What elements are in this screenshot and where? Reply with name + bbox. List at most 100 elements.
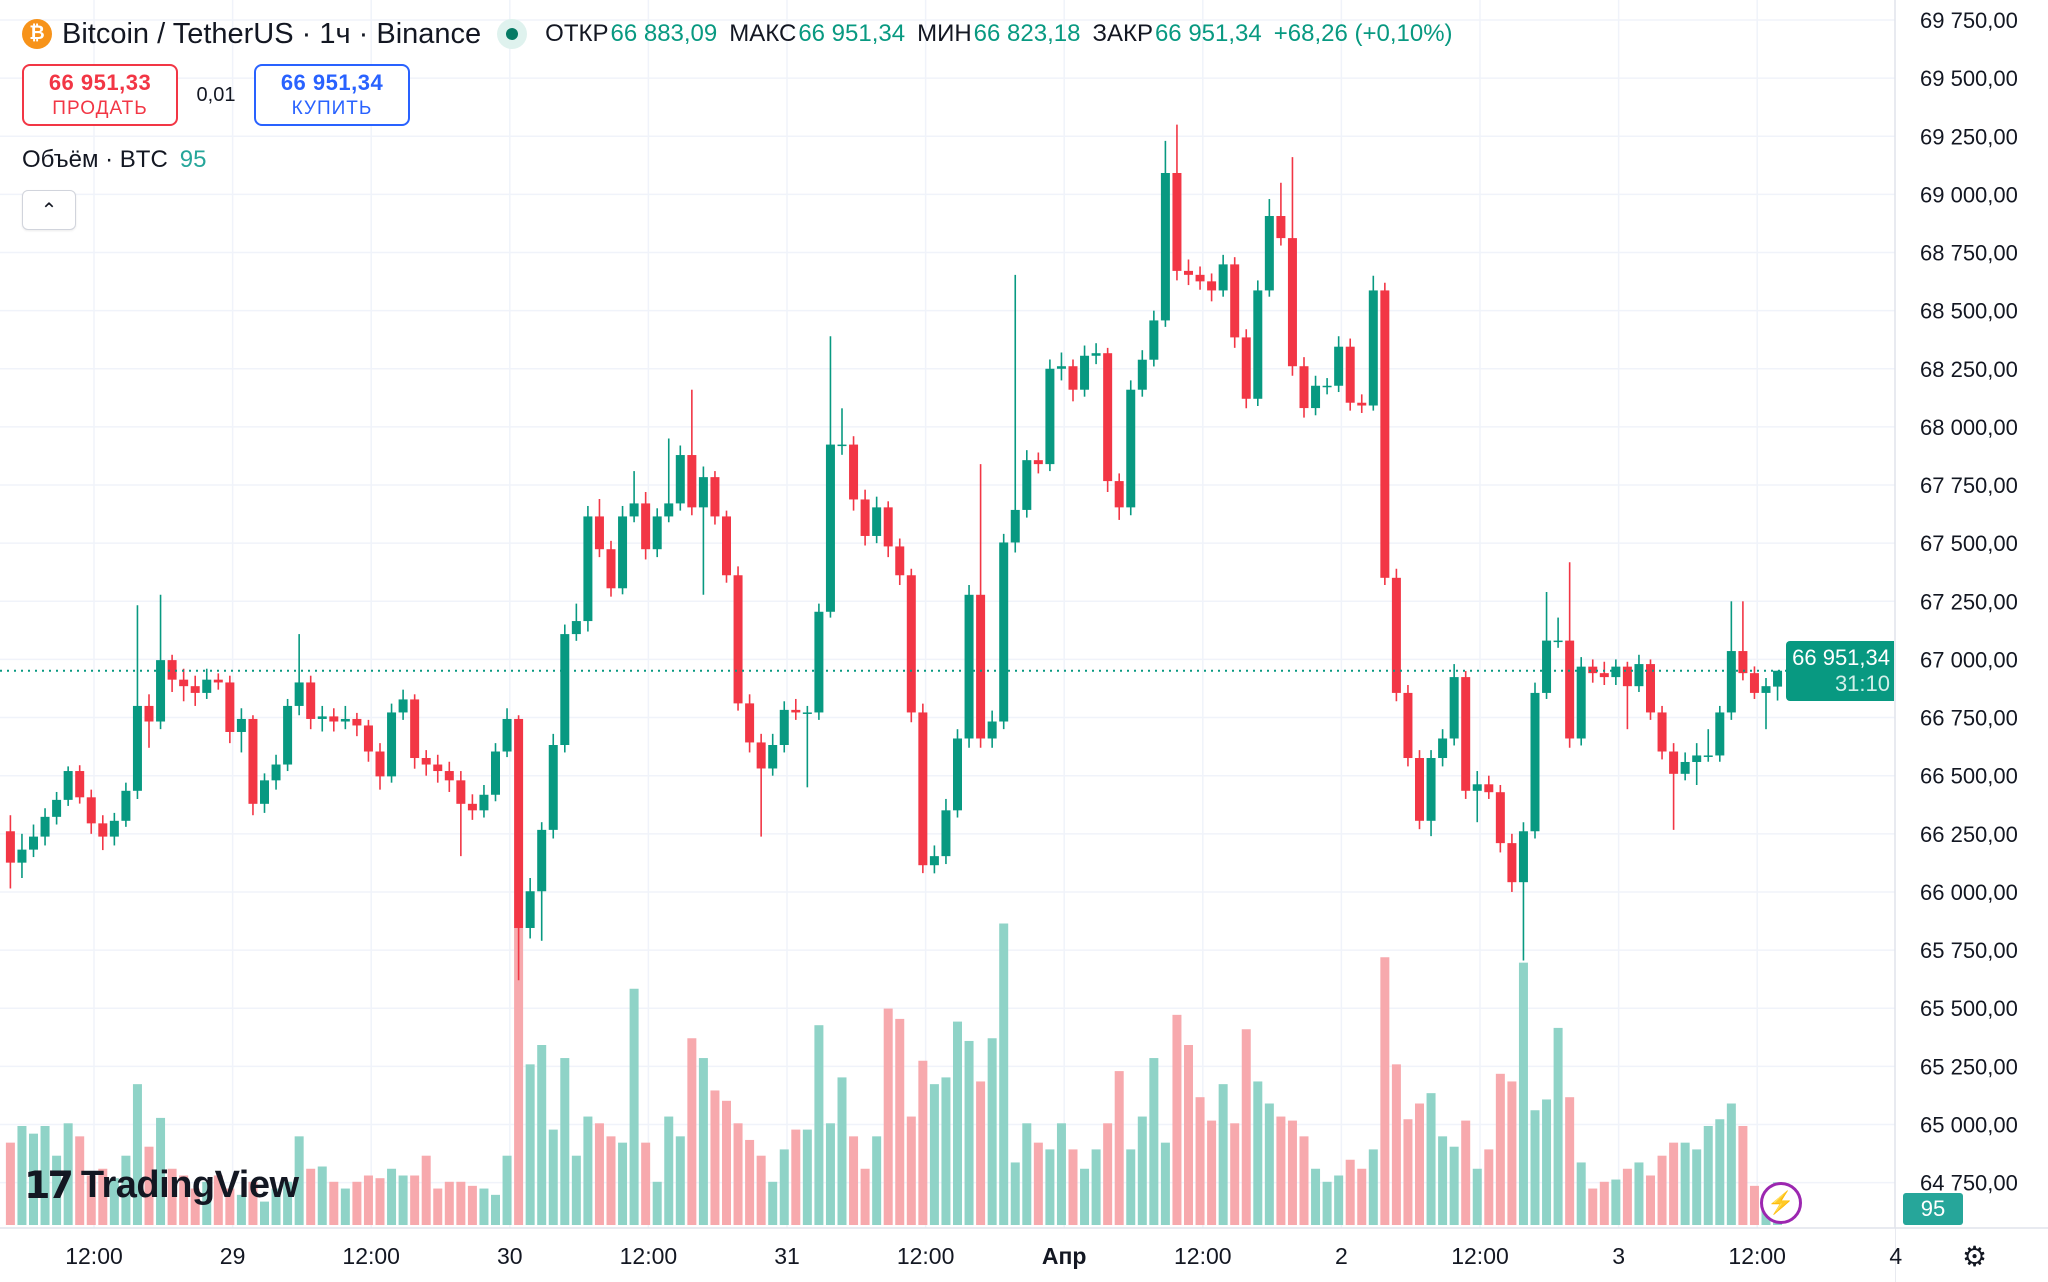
candle[interactable] <box>1518 822 1528 961</box>
candle[interactable] <box>976 464 986 748</box>
candle[interactable] <box>375 743 385 790</box>
candle[interactable] <box>560 624 570 753</box>
candle[interactable] <box>1703 729 1713 762</box>
candle[interactable] <box>722 510 731 583</box>
candle[interactable] <box>40 808 50 846</box>
candle[interactable] <box>675 445 685 511</box>
candle[interactable] <box>1726 601 1736 720</box>
candle[interactable] <box>929 845 939 874</box>
candle[interactable] <box>1114 473 1124 520</box>
candle[interactable] <box>167 654 177 692</box>
candle[interactable] <box>1646 659 1655 720</box>
candle[interactable] <box>825 336 835 618</box>
candle[interactable] <box>1149 310 1159 367</box>
candle[interactable] <box>1264 199 1274 297</box>
candle[interactable] <box>121 782 131 827</box>
candle[interactable] <box>1495 784 1505 853</box>
candle[interactable] <box>190 675 200 706</box>
candle[interactable] <box>1172 124 1182 281</box>
candle[interactable] <box>641 492 651 560</box>
candle[interactable] <box>1449 664 1459 746</box>
candle[interactable] <box>733 566 743 711</box>
candle[interactable] <box>1345 338 1355 411</box>
candle[interactable] <box>410 694 420 769</box>
candle[interactable] <box>17 833 27 878</box>
candle[interactable] <box>1680 752 1690 781</box>
candle[interactable] <box>29 824 38 858</box>
candle[interactable] <box>571 603 581 641</box>
candle[interactable] <box>1022 450 1032 518</box>
candle[interactable] <box>1218 254 1228 297</box>
candle[interactable] <box>664 438 674 523</box>
candle[interactable] <box>260 773 269 813</box>
candle[interactable] <box>75 765 85 804</box>
candle[interactable] <box>618 505 628 595</box>
candle[interactable] <box>202 668 212 699</box>
candle[interactable] <box>398 689 408 720</box>
candle[interactable] <box>352 712 362 737</box>
candle[interactable] <box>340 705 350 730</box>
candle[interactable] <box>953 729 962 818</box>
candle[interactable] <box>883 501 893 558</box>
candle[interactable] <box>1287 157 1297 376</box>
candle[interactable] <box>1472 771 1482 823</box>
candle[interactable] <box>964 585 974 748</box>
candle[interactable] <box>1380 282 1390 586</box>
candle[interactable] <box>1010 274 1020 553</box>
candle[interactable] <box>1080 345 1090 397</box>
candle[interactable] <box>306 675 316 730</box>
candle[interactable] <box>1276 182 1286 246</box>
lightning-icon[interactable]: ⚡ <box>1760 1182 1802 1224</box>
candle[interactable] <box>1588 659 1598 683</box>
candle[interactable] <box>514 715 524 981</box>
candle[interactable] <box>1761 678 1771 730</box>
tradingview-logo[interactable]: 𝟭𝟳 TradingView <box>24 1163 299 1208</box>
candle[interactable] <box>1068 359 1078 402</box>
candle[interactable] <box>629 471 639 523</box>
candle[interactable] <box>1634 654 1644 692</box>
candle[interactable] <box>1045 359 1055 472</box>
candle[interactable] <box>548 733 558 839</box>
candle[interactable] <box>849 436 859 511</box>
candle[interactable] <box>144 694 154 748</box>
candle[interactable] <box>687 389 697 516</box>
candle[interactable] <box>86 789 96 834</box>
symbol-title[interactable]: Bitcoin / TetherUS · 1ч · Binance <box>62 17 482 50</box>
candle[interactable] <box>248 715 258 816</box>
candle[interactable] <box>1622 661 1632 730</box>
candle[interactable] <box>1426 750 1436 837</box>
candle[interactable] <box>52 791 62 825</box>
candle[interactable] <box>1461 671 1471 799</box>
candle[interactable] <box>1357 394 1367 413</box>
candle[interactable] <box>329 708 339 732</box>
price-axis[interactable] <box>1895 0 2048 1228</box>
candle[interactable] <box>999 533 1009 730</box>
candle[interactable] <box>1311 375 1321 416</box>
candle[interactable] <box>583 505 593 632</box>
candle[interactable] <box>895 538 905 586</box>
candle[interactable] <box>236 708 246 753</box>
candle[interactable] <box>1184 259 1193 286</box>
candle[interactable] <box>1391 568 1401 702</box>
candle[interactable] <box>502 708 512 758</box>
candle[interactable] <box>594 498 604 558</box>
candle[interactable] <box>1137 350 1147 397</box>
candle[interactable] <box>698 466 708 595</box>
candle[interactable] <box>802 705 812 788</box>
candle[interactable] <box>745 694 755 753</box>
candle[interactable] <box>179 668 189 702</box>
candle[interactable] <box>1669 743 1679 830</box>
candle[interactable] <box>1160 140 1170 327</box>
time-axis[interactable] <box>0 1228 1895 1282</box>
candle[interactable] <box>918 703 928 874</box>
candle[interactable] <box>156 594 166 730</box>
candle[interactable] <box>1565 562 1575 748</box>
candle[interactable] <box>1657 705 1667 760</box>
candle[interactable] <box>444 761 454 792</box>
candle[interactable] <box>906 568 916 723</box>
candle[interactable] <box>1576 657 1586 746</box>
candle[interactable] <box>1438 729 1448 767</box>
candle[interactable] <box>5 815 15 889</box>
candle[interactable] <box>1207 273 1217 302</box>
